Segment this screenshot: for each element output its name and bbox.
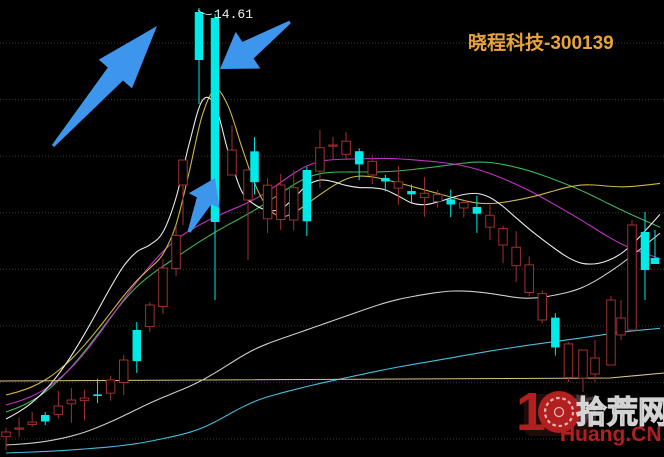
svg-text:14.61: 14.61: [214, 7, 253, 22]
svg-text:Huang.CN: Huang.CN: [560, 423, 662, 446]
svg-text:晓程科技-300139: 晓程科技-300139: [468, 31, 614, 54]
